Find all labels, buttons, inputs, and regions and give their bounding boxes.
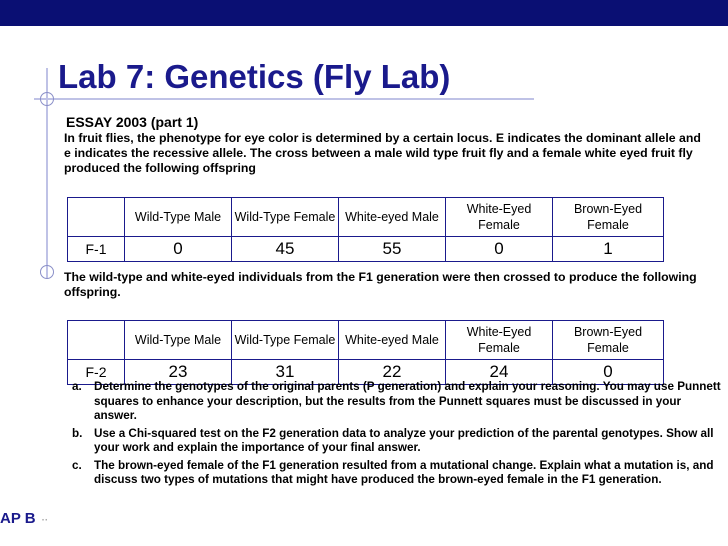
table-header-row: Wild-Type Male Wild-Type Female White-ey… [67, 197, 664, 237]
intro-paragraph: In fruit flies, the phenotype for eye co… [64, 131, 701, 175]
table-cell: 24 [445, 359, 553, 385]
row-label: F-2 [67, 359, 125, 385]
f1-table: Wild-Type Male Wild-Type Female White-ey… [67, 197, 664, 262]
question-list: a. Determine the genotypes of the origina… [72, 380, 724, 491]
question-b: b. Use a Chi-squared test on the F2 gener… [72, 427, 724, 456]
header-wild-type-female: Wild-Type Female [231, 320, 339, 360]
header-brown-eyed-female: Brown-Eyed Female [552, 320, 664, 360]
crosshair-icon [40, 265, 54, 279]
table-cell: 0 [124, 236, 232, 262]
crosshair-icon [40, 92, 54, 106]
essay-subtitle: ESSAY 2003 (part 1) [66, 114, 199, 130]
decorative-horizontal-line [34, 98, 534, 100]
header-white-eyed-female: White-Eyed Female [445, 320, 553, 360]
table-corner-cell [67, 320, 125, 360]
question-letter: a. [72, 380, 82, 393]
table-cell: 0 [445, 236, 553, 262]
header-wild-type-male: Wild-Type Male [124, 320, 232, 360]
question-letter: c. [72, 458, 82, 472]
question-letter: b. [72, 426, 83, 440]
decorative-vertical-line [46, 68, 48, 278]
table-cell: 23 [124, 359, 232, 385]
slide-title: Lab 7: Genetics (Fly Lab) [58, 58, 451, 95]
table-row: F-1 0 45 55 0 1 [67, 236, 664, 262]
footer-course-label: AP B ·· [0, 510, 48, 527]
table-cell: 31 [231, 359, 339, 385]
header-white-eyed-male: White-eyed Male [338, 197, 446, 237]
question-a: a. Determine the genotypes of the origina… [72, 380, 724, 424]
header-wild-type-female: Wild-Type Female [231, 197, 339, 237]
question-text: The brown-eyed female of the F1 generati… [94, 458, 714, 487]
header-brown-eyed-female: Brown-Eyed Female [552, 197, 664, 237]
top-banner [0, 0, 728, 26]
table-cell: 45 [231, 236, 339, 262]
table-cell: 22 [338, 359, 446, 385]
header-white-eyed-male: White-eyed Male [338, 320, 446, 360]
f2-table: Wild-Type Male Wild-Type Female White-ey… [67, 320, 664, 385]
table-corner-cell [67, 197, 125, 237]
table-cell: 1 [552, 236, 664, 262]
header-white-eyed-female: White-Eyed Female [445, 197, 553, 237]
table-header-row: Wild-Type Male Wild-Type Female White-ey… [67, 320, 664, 360]
question-c: c. The brown-eyed female of the F1 genera… [72, 459, 724, 488]
table-cell: 0 [552, 359, 664, 385]
question-text: Use a Chi-squared test on the F2 generat… [94, 426, 714, 455]
middle-paragraph: The wild-type and white-eyed individuals… [64, 270, 697, 299]
footer-logo-icon: ·· [41, 515, 49, 526]
footer-text: AP B [0, 510, 36, 527]
question-text: Determine the genotypes of the original … [94, 380, 721, 422]
row-label: F-1 [67, 236, 125, 262]
table-row: F-2 23 31 22 24 0 [67, 359, 664, 385]
header-wild-type-male: Wild-Type Male [124, 197, 232, 237]
table-cell: 55 [338, 236, 446, 262]
